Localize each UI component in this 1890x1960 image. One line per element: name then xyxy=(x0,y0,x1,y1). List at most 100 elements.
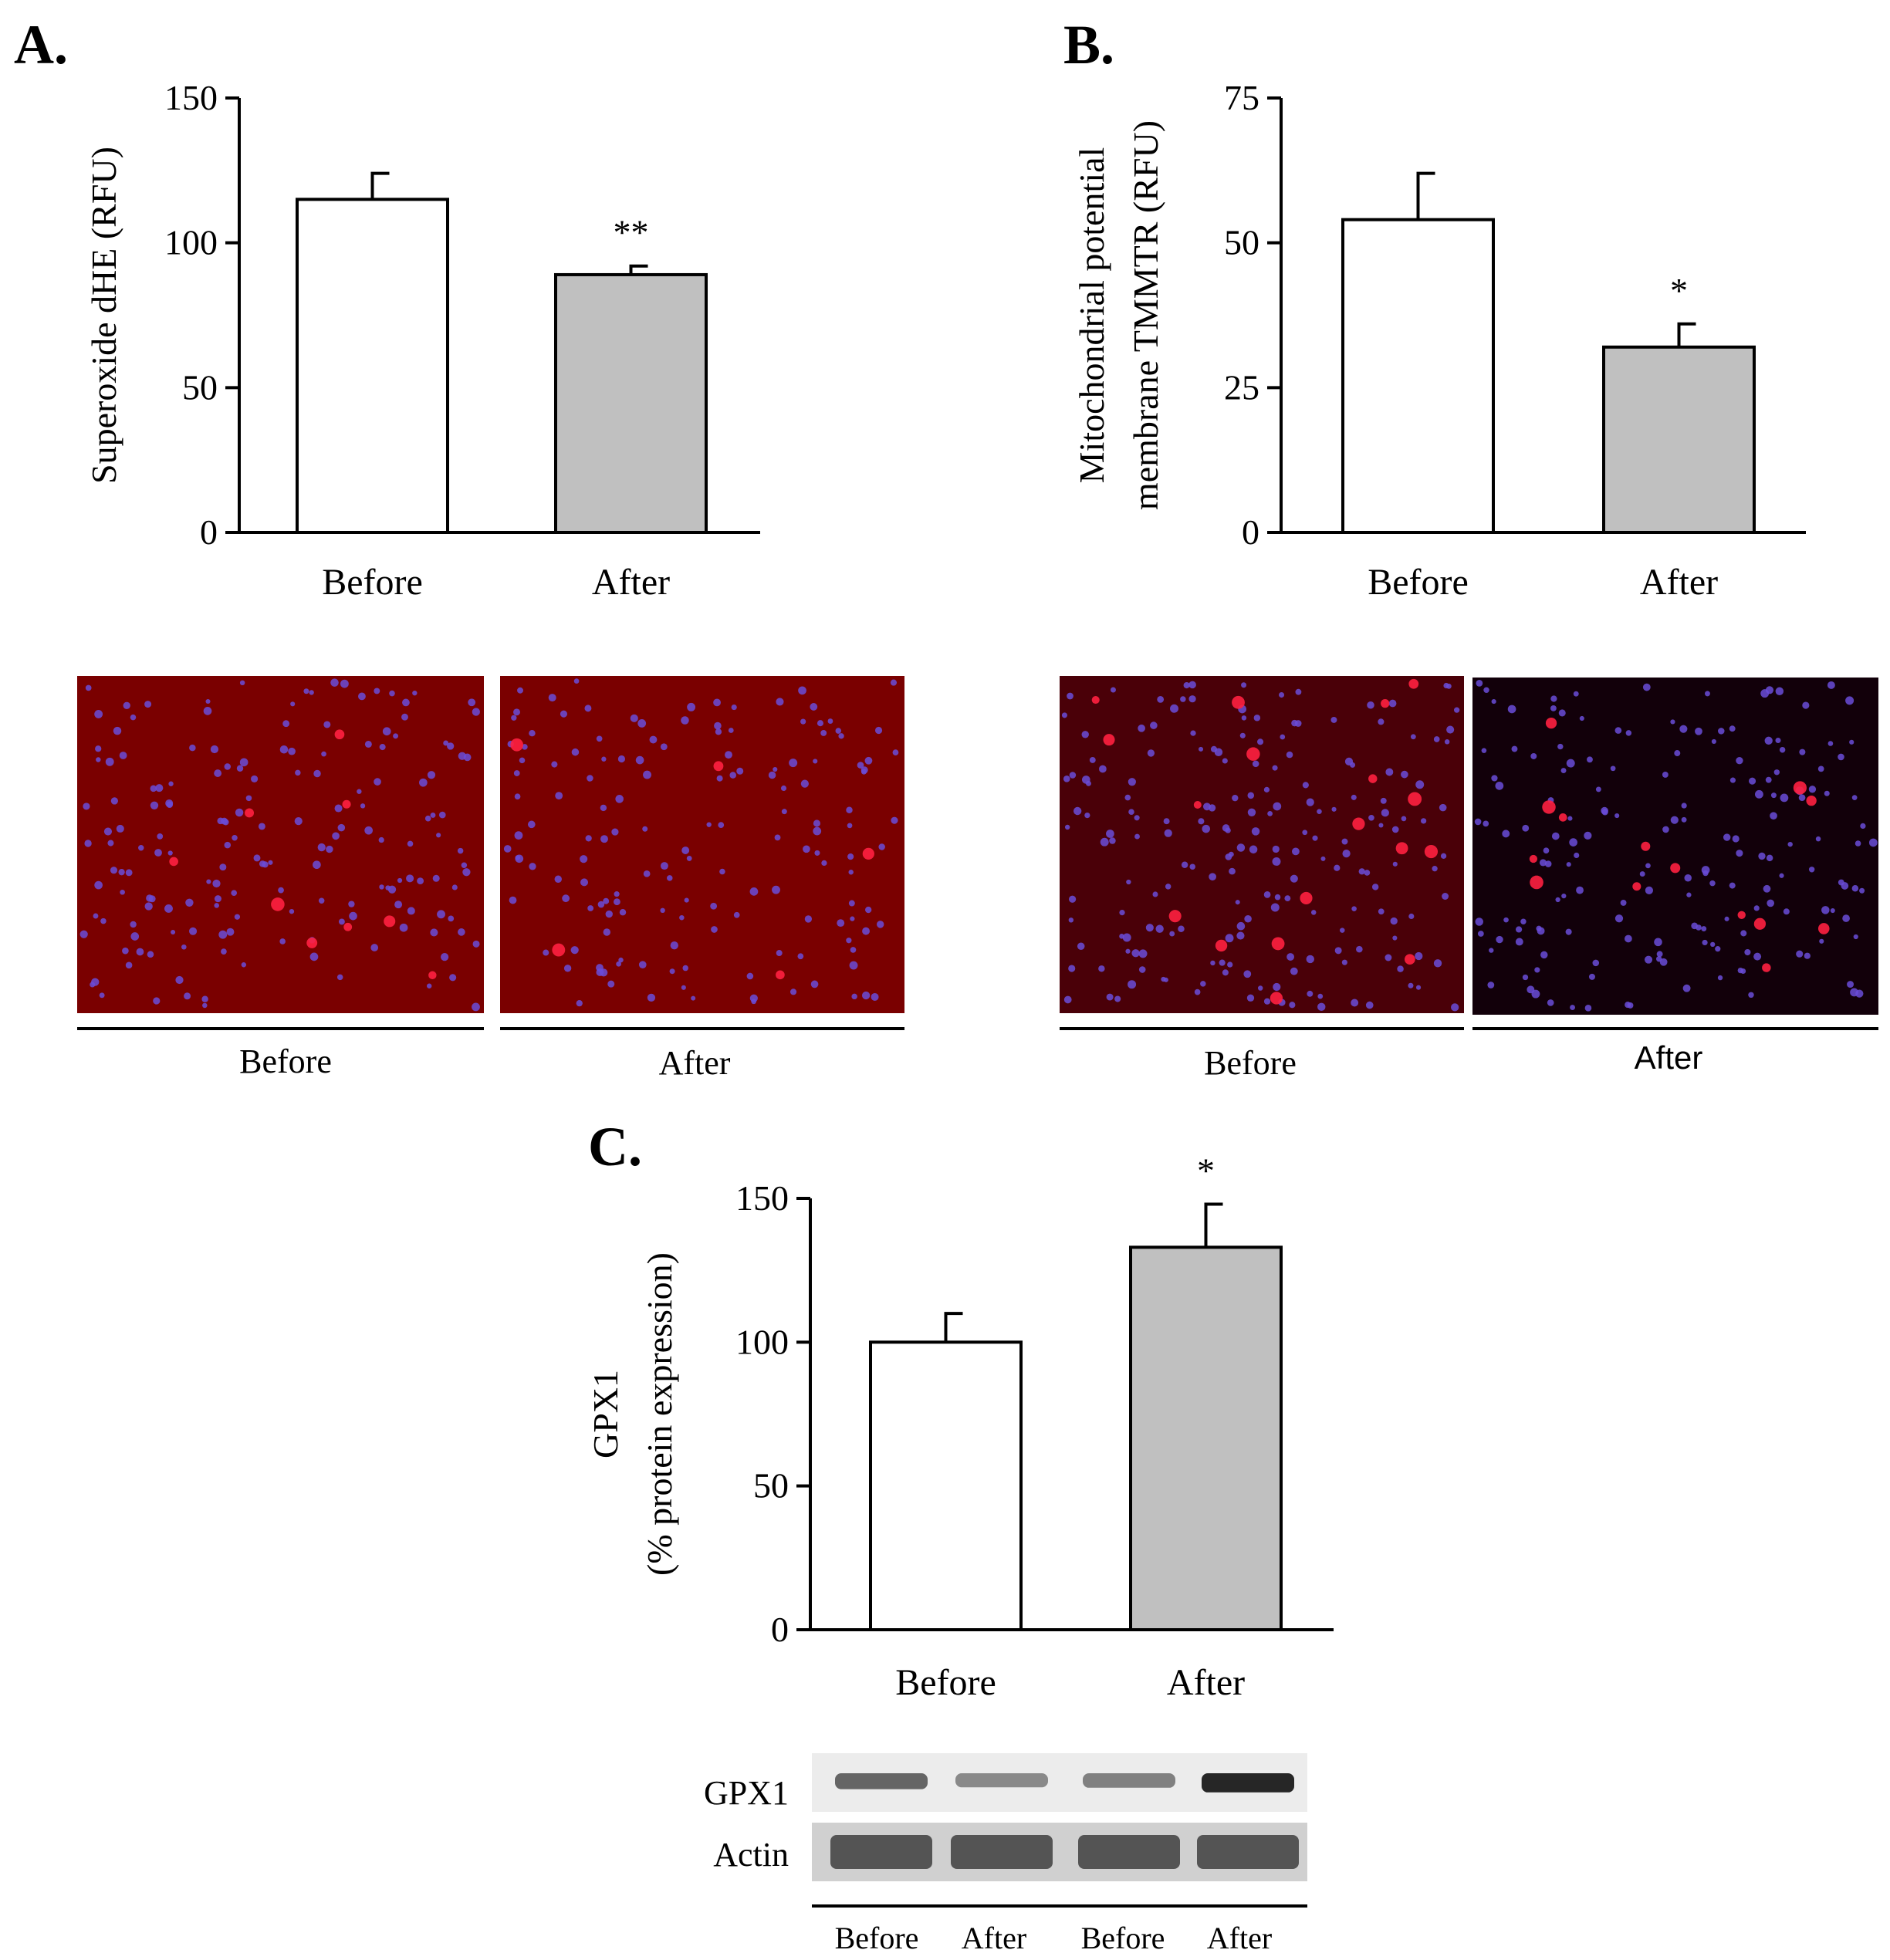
cell-nucleus xyxy=(1289,1002,1296,1009)
cell-nucleus xyxy=(1227,961,1233,968)
cell-nucleus xyxy=(1249,845,1258,854)
cell-nucleus xyxy=(804,915,813,923)
cell-nucleus xyxy=(1838,753,1844,761)
cell-nucleus xyxy=(1723,833,1731,841)
cell-nucleus xyxy=(1161,976,1166,982)
cell-nucleus xyxy=(1550,705,1557,711)
cell-nucleus xyxy=(835,728,842,734)
y-tick-label-c-1: 50 xyxy=(753,1466,789,1505)
cell-nucleus xyxy=(1779,873,1784,878)
micrograph-b-after xyxy=(1472,678,1878,1015)
cell-nucleus xyxy=(472,940,480,948)
cell-nucleus xyxy=(667,875,673,881)
cell-nucleus xyxy=(1138,724,1145,732)
cell-nucleus xyxy=(94,709,103,718)
cell-nucleus xyxy=(326,845,333,853)
cell-nucleus xyxy=(1284,895,1291,902)
cell-nucleus xyxy=(458,752,467,760)
cell-nucleus xyxy=(681,716,689,725)
cell-nucleus xyxy=(1378,823,1384,828)
cell-nucleus xyxy=(848,900,855,907)
cell-nucleus xyxy=(1444,739,1450,745)
cell-nucleus xyxy=(118,869,125,876)
cell-nucleus xyxy=(1388,699,1397,708)
cell-nucleus xyxy=(259,860,266,867)
cell-nucleus xyxy=(289,908,295,914)
cell-nucleus xyxy=(1368,814,1374,821)
cell-nucleus xyxy=(1295,688,1302,695)
cell-nucleus xyxy=(1540,951,1548,959)
cell-nucleus xyxy=(850,916,855,921)
cell-nucleus xyxy=(1351,906,1357,911)
cell-nucleus xyxy=(1717,728,1725,735)
cell-nucleus xyxy=(1241,682,1247,688)
cell-nucleus xyxy=(226,928,235,936)
cell-nucleus xyxy=(1740,930,1747,937)
cell-nucleus xyxy=(517,687,523,694)
cell-nucleus xyxy=(1214,748,1223,757)
cell-nucleus xyxy=(513,770,520,776)
blot-band-gpx1-3 xyxy=(1083,1773,1175,1788)
cell-nucleus xyxy=(1415,985,1422,990)
cell-nucleus xyxy=(1770,792,1777,799)
cell-nucleus xyxy=(1686,892,1692,897)
cell-nucleus xyxy=(231,890,238,897)
cell-nucleus xyxy=(349,911,357,921)
cell-fluorescent xyxy=(306,937,318,948)
cell-nucleus xyxy=(862,927,871,935)
cell-nucleus xyxy=(1302,830,1308,836)
cell-nucleus xyxy=(1063,775,1070,782)
cell-nucleus xyxy=(1645,863,1651,869)
cell-nucleus xyxy=(1491,699,1496,705)
cell-nucleus xyxy=(596,964,604,972)
cell-nucleus xyxy=(279,938,286,945)
significance-b-1: * xyxy=(1670,271,1688,310)
cell-nucleus xyxy=(1588,973,1595,980)
cell-nucleus xyxy=(1110,687,1116,693)
category-label-c-1: After xyxy=(1167,1662,1245,1703)
cell-nucleus xyxy=(424,815,431,822)
cell-nucleus xyxy=(1670,719,1675,725)
category-label-b-0: Before xyxy=(1368,562,1469,603)
cell-nucleus xyxy=(1574,852,1580,859)
cell-nucleus xyxy=(1701,866,1710,874)
cell-nucleus xyxy=(718,822,725,829)
cell-nucleus xyxy=(1334,864,1341,871)
cell-fluorescent xyxy=(1215,939,1228,952)
cell-nucleus xyxy=(618,957,624,963)
cell-nucleus xyxy=(406,874,414,883)
cell-nucleus xyxy=(1749,777,1756,785)
y-tick-label-b-2: 50 xyxy=(1224,223,1259,262)
cell-nucleus xyxy=(1701,926,1707,932)
cell-nucleus xyxy=(584,705,592,712)
cell-nucleus xyxy=(472,708,480,716)
cell-nucleus xyxy=(555,792,563,800)
cell-nucleus xyxy=(321,751,326,757)
cell-nucleus xyxy=(219,863,227,871)
cell-nucleus xyxy=(616,961,622,967)
cell-nucleus xyxy=(1737,967,1743,974)
cell-nucleus xyxy=(268,860,273,865)
cell-nucleus xyxy=(184,992,191,1000)
cell-nucleus xyxy=(1830,908,1835,914)
cell-nucleus xyxy=(370,944,379,951)
cell-nucleus xyxy=(1286,751,1293,759)
cell-nucleus xyxy=(1364,870,1371,876)
cell-nucleus xyxy=(214,895,221,903)
cell-nucleus xyxy=(1753,905,1760,911)
cell-nucleus xyxy=(1767,899,1775,907)
cell-nucleus xyxy=(1446,725,1455,734)
cell-fluorescent xyxy=(1352,817,1365,830)
cell-nucleus xyxy=(1503,917,1509,923)
cell-nucleus xyxy=(892,749,899,756)
cell-nucleus xyxy=(389,690,395,697)
cell-nucleus xyxy=(891,816,898,824)
cell-nucleus xyxy=(850,947,857,953)
bar-b-after xyxy=(1602,345,1756,534)
cell-nucleus xyxy=(1724,916,1729,921)
cell-nucleus xyxy=(1342,849,1351,858)
cell-nucleus xyxy=(1576,886,1584,894)
cell-nucleus xyxy=(1152,891,1158,897)
cell-nucleus xyxy=(1209,873,1217,881)
